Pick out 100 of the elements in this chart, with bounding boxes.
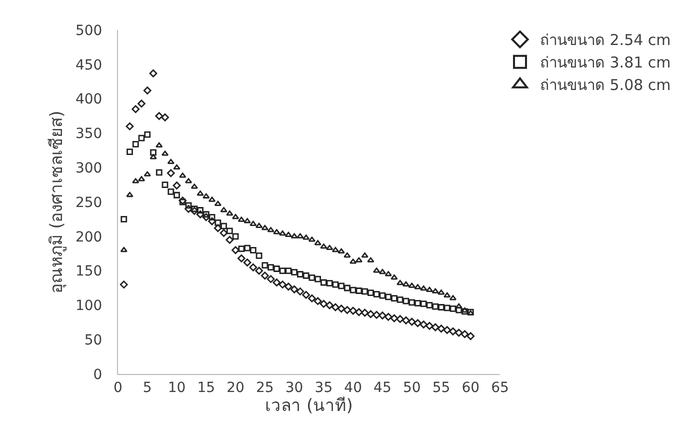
x-tick-label: 55 xyxy=(432,380,450,396)
point xyxy=(197,207,204,214)
x-tick-label: 0 xyxy=(114,380,122,396)
point xyxy=(132,141,139,148)
point xyxy=(343,306,352,314)
point xyxy=(144,171,151,176)
x-tick-label: 60 xyxy=(462,380,480,396)
point xyxy=(455,303,462,309)
point xyxy=(220,207,228,212)
point xyxy=(226,236,234,244)
point xyxy=(426,302,433,308)
point xyxy=(156,169,162,176)
point xyxy=(402,316,410,324)
point xyxy=(314,297,322,306)
point xyxy=(449,327,457,336)
point xyxy=(250,246,256,254)
y-tick-label: 50 xyxy=(84,332,102,348)
y-axis-title: อุณหภูมิ (องศาเซลเซียส) xyxy=(47,110,68,294)
point xyxy=(202,213,210,222)
point xyxy=(120,280,128,289)
point xyxy=(355,308,363,316)
point xyxy=(320,279,327,286)
point xyxy=(390,274,398,280)
point xyxy=(367,257,374,262)
point xyxy=(208,214,216,220)
point xyxy=(178,196,187,205)
point xyxy=(266,275,275,284)
point xyxy=(350,286,356,294)
point xyxy=(402,281,410,287)
point xyxy=(332,281,339,288)
point xyxy=(296,271,304,278)
point xyxy=(173,164,180,170)
point xyxy=(179,172,186,178)
point xyxy=(372,310,381,319)
point xyxy=(255,222,263,228)
point xyxy=(268,264,274,271)
point xyxy=(143,86,152,94)
point xyxy=(172,182,181,190)
point xyxy=(190,184,198,189)
y-tick-label: 350 xyxy=(75,126,102,142)
point xyxy=(220,229,228,237)
point xyxy=(368,290,374,296)
point xyxy=(320,300,328,308)
point xyxy=(202,211,210,218)
y-tick-label: 250 xyxy=(75,194,102,211)
point xyxy=(214,200,222,206)
point xyxy=(167,158,174,164)
point xyxy=(249,263,258,272)
point xyxy=(202,193,210,198)
point xyxy=(156,142,163,148)
point xyxy=(296,287,304,296)
point xyxy=(443,326,452,334)
point xyxy=(174,192,180,198)
x-tick-label: 40 xyxy=(344,380,362,396)
point xyxy=(267,227,274,232)
legend-label: ถ่านขนาด 2.54 cm xyxy=(540,31,671,50)
point xyxy=(291,268,298,276)
point xyxy=(414,319,422,328)
point xyxy=(220,222,227,230)
point xyxy=(126,122,134,130)
x-axis-title: เวลา (นาที) xyxy=(265,396,353,416)
point xyxy=(214,224,222,232)
point xyxy=(256,252,262,259)
point xyxy=(314,276,322,282)
point xyxy=(272,278,281,286)
point xyxy=(290,233,298,238)
point xyxy=(362,288,368,295)
point xyxy=(232,246,240,254)
point xyxy=(320,244,328,249)
point xyxy=(361,252,368,258)
point xyxy=(120,246,128,252)
point xyxy=(179,198,186,206)
point xyxy=(432,303,439,310)
point xyxy=(396,315,404,323)
point xyxy=(278,280,286,289)
y-tick-label: 200 xyxy=(75,229,102,246)
point xyxy=(349,306,358,315)
point xyxy=(126,192,134,198)
x-tick-label: 65 xyxy=(491,380,509,396)
point xyxy=(437,324,446,333)
point xyxy=(150,149,156,156)
point xyxy=(414,284,422,290)
point xyxy=(191,206,198,212)
point xyxy=(243,258,252,266)
point xyxy=(214,219,222,226)
y-tick-label: 450 xyxy=(75,57,102,74)
x-tick-label: 50 xyxy=(402,380,421,396)
point xyxy=(232,233,239,240)
point xyxy=(396,280,404,286)
x-tick-label: 35 xyxy=(314,380,333,396)
point xyxy=(273,266,280,272)
point xyxy=(238,246,245,252)
point xyxy=(185,202,192,209)
point xyxy=(438,290,445,295)
x-tick-label: 15 xyxy=(197,380,216,396)
point xyxy=(338,248,345,254)
point xyxy=(296,233,304,238)
point xyxy=(150,154,157,160)
legend-label: ถ่านขนาด 3.81 cm xyxy=(540,54,671,72)
point xyxy=(337,304,346,313)
